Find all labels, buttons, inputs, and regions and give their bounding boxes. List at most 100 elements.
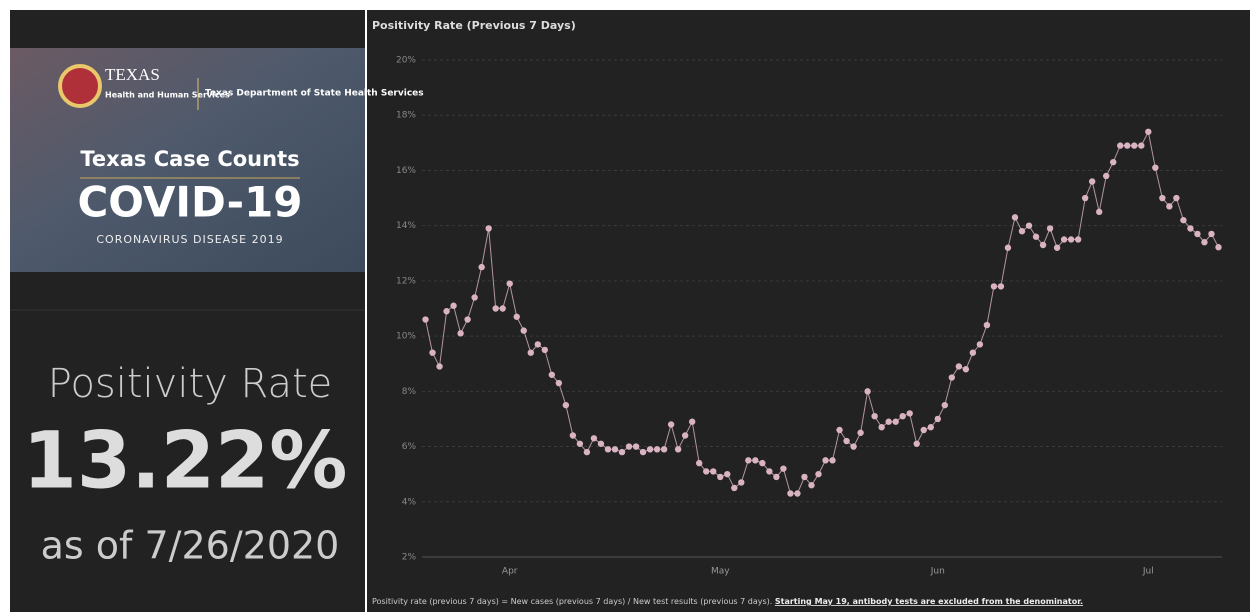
y-tick-label: 16% xyxy=(396,166,416,176)
data-point xyxy=(885,418,892,425)
data-point xyxy=(850,443,857,450)
data-point xyxy=(1103,172,1110,180)
metric-date: as of 7/26/2020 xyxy=(41,524,340,568)
data-point xyxy=(527,349,534,356)
data-point xyxy=(674,446,682,453)
banner-title: Texas Case Counts xyxy=(80,147,299,171)
data-point xyxy=(1215,244,1222,251)
data-point xyxy=(899,412,906,420)
data-point xyxy=(1201,239,1208,246)
data-point xyxy=(983,321,991,329)
data-point xyxy=(422,316,429,323)
data-point xyxy=(576,440,584,447)
metric-label: Positivity Rate xyxy=(48,361,333,407)
data-point xyxy=(583,448,591,456)
data-point xyxy=(1194,230,1201,238)
y-tick-label: 6% xyxy=(402,442,417,452)
data-point xyxy=(1095,208,1103,216)
data-point xyxy=(450,302,457,309)
x-tick-label: Jul xyxy=(1142,567,1154,577)
data-point xyxy=(492,305,499,312)
data-point xyxy=(892,418,899,425)
data-point xyxy=(1025,222,1033,229)
y-tick-label: 4% xyxy=(402,497,417,507)
data-point xyxy=(667,421,675,428)
data-point xyxy=(499,305,506,312)
data-point xyxy=(541,346,549,354)
data-point xyxy=(1088,178,1096,185)
chart-title: Positivity Rate (Previous 7 Days) xyxy=(372,19,576,32)
y-tick-label: 8% xyxy=(402,387,417,397)
data-point xyxy=(976,341,984,348)
data-point xyxy=(766,468,773,475)
data-point xyxy=(1117,142,1124,149)
logo-agency: TEXAS xyxy=(105,65,160,84)
data-point xyxy=(948,374,956,381)
data-point xyxy=(780,465,787,472)
data-point xyxy=(471,294,478,301)
x-tick-label: May xyxy=(711,567,730,577)
data-point xyxy=(752,457,759,464)
data-point xyxy=(934,415,941,423)
data-point xyxy=(773,473,780,481)
data-point xyxy=(429,349,436,356)
data-point xyxy=(1004,244,1012,251)
data-point xyxy=(506,280,513,287)
footnote-text: Positivity rate (previous 7 days) = New … xyxy=(372,597,772,606)
data-point xyxy=(625,443,633,450)
data-point xyxy=(941,401,949,409)
data-point xyxy=(604,446,612,453)
data-point xyxy=(513,313,520,320)
x-tick-label: Apr xyxy=(502,567,518,577)
data-point xyxy=(646,446,654,453)
data-point xyxy=(1166,203,1173,210)
data-point xyxy=(1039,241,1047,249)
data-point xyxy=(436,363,443,370)
data-point xyxy=(1131,142,1138,149)
banner-sub: CORONAVIRUS DISEASE 2019 xyxy=(96,233,283,246)
y-tick-label: 2% xyxy=(402,553,417,563)
data-point xyxy=(724,470,731,478)
data-point xyxy=(801,473,808,481)
data-point xyxy=(1074,236,1082,243)
data-point xyxy=(1138,142,1145,149)
y-tick-label: 12% xyxy=(396,276,416,286)
data-point xyxy=(1110,158,1117,166)
data-point xyxy=(927,424,934,431)
data-point xyxy=(548,371,556,378)
data-point xyxy=(1053,244,1061,251)
data-point xyxy=(485,225,492,232)
data-point xyxy=(836,426,843,434)
data-point xyxy=(808,482,815,489)
data-point xyxy=(1145,128,1152,135)
data-point xyxy=(913,440,920,447)
data-point xyxy=(710,468,717,475)
data-point xyxy=(717,473,724,481)
data-point xyxy=(695,459,703,467)
x-tick-label: Jun xyxy=(930,567,945,577)
data-point xyxy=(906,410,913,417)
data-point xyxy=(787,490,794,497)
data-point xyxy=(759,459,766,467)
data-point xyxy=(969,349,977,356)
metric-value: 13.22% xyxy=(23,416,348,506)
data-point xyxy=(1060,236,1068,243)
data-point xyxy=(815,470,822,478)
logo-agency-sub: Health and Human Services xyxy=(105,91,230,100)
data-point xyxy=(534,341,541,348)
data-point xyxy=(555,379,563,387)
data-point xyxy=(1187,225,1194,232)
data-point xyxy=(731,484,738,492)
data-point xyxy=(794,490,801,497)
data-point xyxy=(457,330,464,337)
data-point xyxy=(681,432,689,439)
data-point xyxy=(745,457,752,464)
data-point xyxy=(703,468,710,475)
footnote-emphasis: Starting May 19, antibody tests are excl… xyxy=(775,597,1083,606)
data-point xyxy=(829,457,836,464)
data-point xyxy=(562,401,570,409)
data-point xyxy=(639,448,647,456)
data-point xyxy=(611,446,619,453)
